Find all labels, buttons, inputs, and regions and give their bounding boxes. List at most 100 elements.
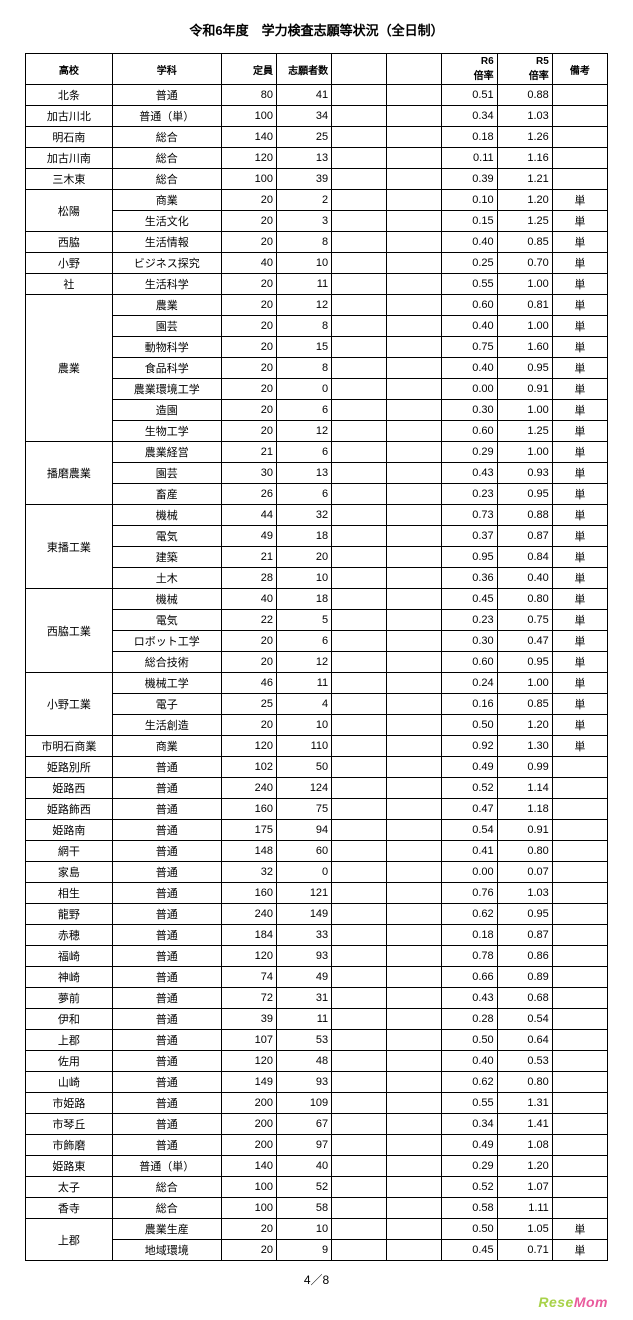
table-row: 太子総合100520.521.07 <box>26 1177 608 1198</box>
cell-r5: 0.86 <box>497 946 552 967</box>
cell-applicants: 0 <box>277 862 332 883</box>
cell-applicants: 6 <box>277 631 332 652</box>
table-row: 夢前普通72310.430.68 <box>26 988 608 1009</box>
cell-school: 山崎 <box>26 1072 113 1093</box>
cell-blank2 <box>387 400 442 421</box>
cell-applicants: 11 <box>277 1009 332 1030</box>
cell-blank2 <box>387 1051 442 1072</box>
cell-r5: 0.93 <box>497 463 552 484</box>
cell-r6: 0.50 <box>442 1219 497 1240</box>
table-row: 東播工業機械44320.730.88単 <box>26 505 608 526</box>
cell-r5: 1.30 <box>497 736 552 757</box>
cell-blank2 <box>387 778 442 799</box>
cell-blank2 <box>387 1093 442 1114</box>
cell-blank1 <box>332 883 387 904</box>
cell-school: 姫路別所 <box>26 757 113 778</box>
table-row: 農業農業20120.600.81単 <box>26 295 608 316</box>
cell-blank2 <box>387 904 442 925</box>
cell-applicants: 39 <box>277 169 332 190</box>
brand-right: Mom <box>574 1294 608 1310</box>
cell-dept: 生活文化 <box>112 211 221 232</box>
cell-capacity: 72 <box>221 988 276 1009</box>
cell-school: 加古川北 <box>26 106 113 127</box>
cell-school: 相生 <box>26 883 113 904</box>
cell-capacity: 32 <box>221 862 276 883</box>
cell-note: 単 <box>552 568 607 589</box>
cell-capacity: 20 <box>221 211 276 232</box>
cell-blank1 <box>332 925 387 946</box>
cell-blank1 <box>332 421 387 442</box>
cell-blank1 <box>332 463 387 484</box>
cell-blank1 <box>332 841 387 862</box>
cell-r6: 0.50 <box>442 715 497 736</box>
cell-blank2 <box>387 148 442 169</box>
cell-note: 単 <box>552 1219 607 1240</box>
th-applicants: 志願者数 <box>277 54 332 85</box>
cell-blank1 <box>332 862 387 883</box>
cell-r6: 0.55 <box>442 274 497 295</box>
cell-note: 単 <box>552 505 607 526</box>
table-row: 園芸2080.401.00単 <box>26 316 608 337</box>
cell-capacity: 100 <box>221 1198 276 1219</box>
cell-applicants: 110 <box>277 736 332 757</box>
cell-note: 単 <box>552 316 607 337</box>
cell-dept: 生活科学 <box>112 274 221 295</box>
cell-blank1 <box>332 484 387 505</box>
cell-blank1 <box>332 820 387 841</box>
cell-applicants: 8 <box>277 358 332 379</box>
cell-capacity: 102 <box>221 757 276 778</box>
cell-applicants: 10 <box>277 715 332 736</box>
cell-r5: 0.47 <box>497 631 552 652</box>
cell-r6: 0.36 <box>442 568 497 589</box>
cell-dept: 食品科学 <box>112 358 221 379</box>
cell-blank1 <box>332 400 387 421</box>
cell-blank2 <box>387 190 442 211</box>
table-row: 明石南総合140250.181.26 <box>26 127 608 148</box>
cell-dept: 普通 <box>112 1093 221 1114</box>
cell-capacity: 20 <box>221 631 276 652</box>
cell-dept: 総合技術 <box>112 652 221 673</box>
cell-blank2 <box>387 988 442 1009</box>
cell-note <box>552 1177 607 1198</box>
cell-r6: 0.18 <box>442 925 497 946</box>
cell-r5: 0.87 <box>497 925 552 946</box>
cell-capacity: 175 <box>221 820 276 841</box>
cell-r6: 0.52 <box>442 1177 497 1198</box>
cell-r6: 0.76 <box>442 883 497 904</box>
cell-note <box>552 883 607 904</box>
cell-r6: 0.66 <box>442 967 497 988</box>
cell-r5: 1.18 <box>497 799 552 820</box>
cell-blank2 <box>387 1156 442 1177</box>
cell-blank2 <box>387 841 442 862</box>
cell-dept: 総合 <box>112 1198 221 1219</box>
cell-school: 小野 <box>26 253 113 274</box>
cell-blank2 <box>387 358 442 379</box>
cell-note <box>552 1009 607 1030</box>
cell-blank2 <box>387 694 442 715</box>
cell-r5: 1.00 <box>497 400 552 421</box>
cell-blank2 <box>387 946 442 967</box>
cell-dept: 普通 <box>112 946 221 967</box>
cell-capacity: 44 <box>221 505 276 526</box>
cell-blank1 <box>332 610 387 631</box>
cell-blank2 <box>387 274 442 295</box>
cell-r5: 0.99 <box>497 757 552 778</box>
cell-dept: 総合 <box>112 148 221 169</box>
cell-dept: 地域環境 <box>112 1240 221 1261</box>
cell-blank1 <box>332 778 387 799</box>
cell-r5: 1.60 <box>497 337 552 358</box>
table-row: 姫路南普通175940.540.91 <box>26 820 608 841</box>
cell-applicants: 58 <box>277 1198 332 1219</box>
cell-capacity: 100 <box>221 1177 276 1198</box>
cell-dept: 商業 <box>112 190 221 211</box>
th-r5: R5 倍率 <box>497 54 552 85</box>
cell-school: 香寺 <box>26 1198 113 1219</box>
cell-school: 福崎 <box>26 946 113 967</box>
cell-school: 太子 <box>26 1177 113 1198</box>
cell-capacity: 160 <box>221 883 276 904</box>
cell-r6: 0.28 <box>442 1009 497 1030</box>
cell-note: 単 <box>552 463 607 484</box>
cell-dept: 普通（単） <box>112 106 221 127</box>
cell-note <box>552 106 607 127</box>
cell-blank2 <box>387 505 442 526</box>
